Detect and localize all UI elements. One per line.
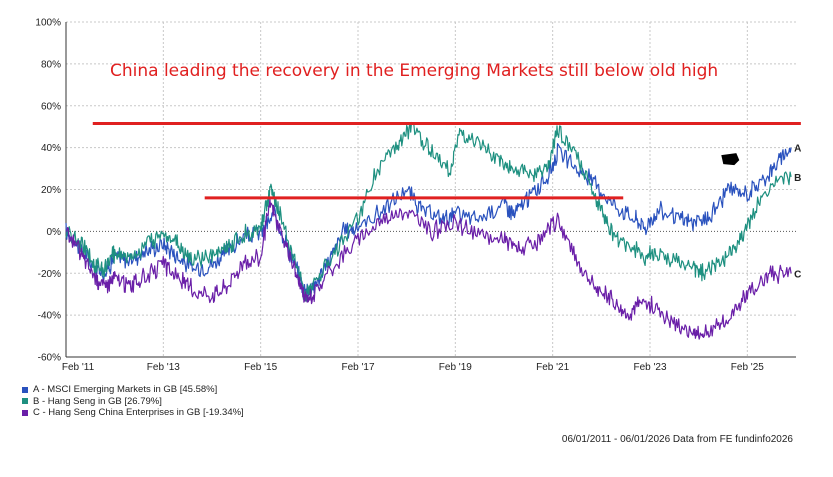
annotation-layer (92, 122, 801, 200)
y-tick-label: 0% (47, 227, 62, 238)
y-tick-label: -40% (38, 311, 61, 322)
legend-item-c[interactable]: C - Hang Seng China Enterprises in GB [-… (22, 407, 244, 419)
data-source-note: 06/01/2011 - 06/01/2026 Data from FE fun… (561, 434, 793, 445)
chart-title: China leading the recovery in the Emergi… (110, 61, 718, 81)
legend-label-a: A - MSCI Emerging Markets in GB [45.58%] (33, 384, 218, 395)
x-tick-label: Feb '25 (731, 362, 764, 373)
marker-blob (721, 153, 740, 166)
y-tick-label: 100% (35, 18, 61, 29)
series-lines: A B C (65, 121, 801, 340)
x-axis-ticks: Feb '11 Feb '13 Feb '15 Feb '17 Feb '19 Feb '… (62, 362, 764, 373)
y-axis-ticks: 100% 80% 60% 40% 20% 0% -20% -40% -60% (35, 18, 61, 364)
grid-lines (65, 21, 796, 358)
legend-swatch-b (22, 398, 28, 405)
x-tick-label: Feb '15 (244, 362, 277, 373)
legend-label-b: B - Hang Seng in GB [26.79%] (33, 395, 162, 407)
legend-item-a[interactable]: A - MSCI Emerging Markets in GB [45.58%] (22, 384, 244, 396)
x-tick-label: Feb '19 (439, 362, 472, 373)
line-chart: 100%80%60%40%20%0%-20%-40%-60% Feb '11 Fe… (35, 18, 801, 374)
series-end-label-c: C (794, 269, 801, 280)
y-tick-label: 40% (41, 143, 61, 154)
legend-item-b[interactable]: B - Hang Seng in GB [26.79%] (22, 396, 244, 408)
series-line-c (66, 196, 792, 340)
x-tick-label: Feb '17 (341, 362, 374, 373)
x-tick-label: Feb '21 (536, 362, 569, 373)
x-tick-label: Feb '13 (147, 362, 180, 373)
legend: A - MSCI Emerging Markets in GB [45.58%]… (22, 384, 244, 419)
y-tick-label: -20% (38, 269, 61, 280)
series-end-label-a: A (794, 144, 801, 155)
series-end-label-b: B (794, 173, 801, 184)
y-tick-label: -60% (38, 353, 61, 364)
legend-swatch-a (22, 386, 28, 393)
legend-swatch-c (22, 409, 28, 416)
legend-label-c: C - Hang Seng China Enterprises in GB [-… (33, 407, 244, 418)
y-tick-label: 80% (41, 59, 61, 70)
x-tick-label: Feb '23 (633, 362, 666, 373)
x-tick-label: Feb '11 (62, 362, 95, 373)
series-line-a (65, 143, 792, 297)
y-tick-label: 60% (41, 101, 61, 112)
y-tick-label: 20% (41, 185, 61, 196)
